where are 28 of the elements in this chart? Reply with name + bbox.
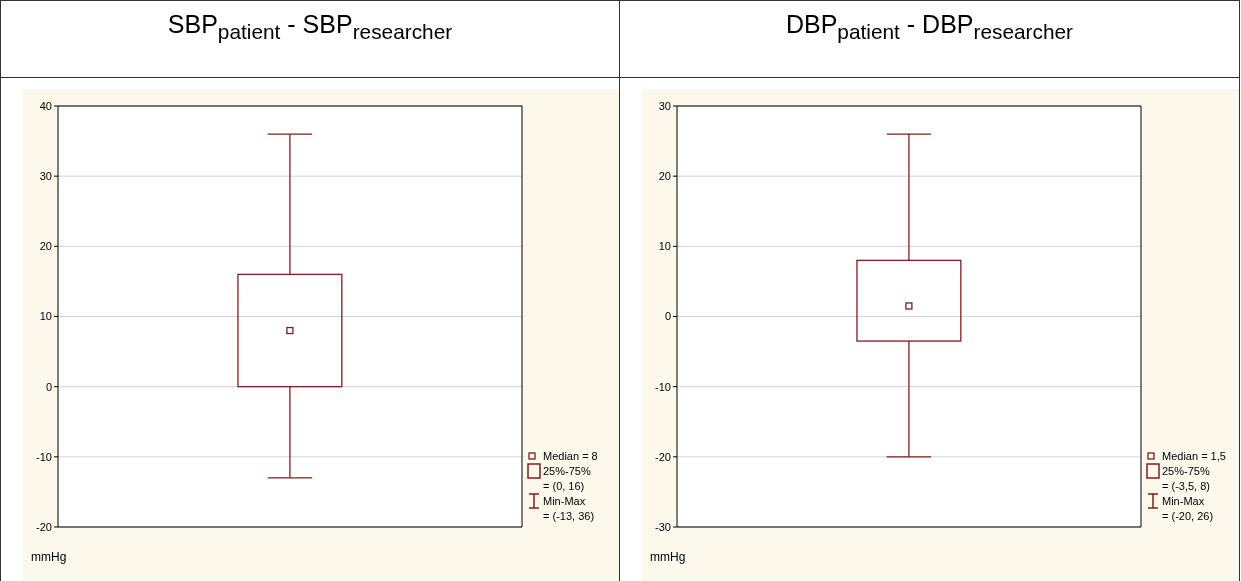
y-tick-label: 30 [658,99,671,112]
text: Min-Max [543,494,586,508]
y-tick-label: -20 [655,450,671,463]
text: = (0, 16) [543,479,585,493]
y-tick-label: 20 [39,240,52,253]
y-tick-label: 0 [664,310,671,323]
text: = (-20, 26) [1162,509,1214,523]
y-tick-label: 10 [39,310,52,323]
y-tick-label: 40 [39,99,52,112]
y-tick-label: 10 [658,240,671,253]
text: 25%-75% [543,464,591,478]
text: Min-Max [1162,494,1205,508]
y-tick-label: -20 [36,520,52,533]
y-tick-label: -10 [36,450,52,463]
y-tick-label: -30 [655,520,671,533]
chart-title: SBP$_{patient}$ - SBP$_{researcher}$ [1,1,619,78]
text: = (-13, 36) [543,509,595,523]
text: = (-3,5, 8) [1162,479,1210,493]
y-tick-label: -10 [655,380,671,393]
y-axis-title: mmHg [31,550,67,564]
y-axis-title: mmHg [650,550,686,564]
y-tick-label: 30 [39,170,52,183]
text: 25%-75% [1162,464,1210,478]
text: Median = 1,5 [1162,449,1226,463]
y-tick-label: 0 [45,380,52,393]
text: Median = 8 [543,449,598,463]
y-tick-label: 20 [658,170,671,183]
chart-title: DBP$_{patient}$ - DBP$_{researcher}$ [620,1,1239,78]
